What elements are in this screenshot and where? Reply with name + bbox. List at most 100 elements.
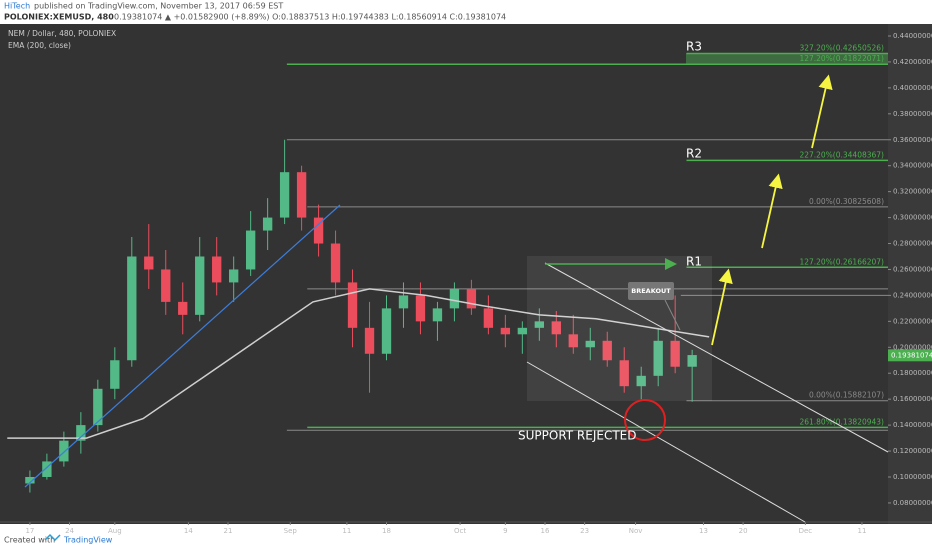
published: published on TradingView.com, November 1… [34, 2, 283, 11]
x-tick-label: Nov [629, 527, 643, 535]
x-tick-label: 23 [580, 527, 589, 535]
candle-body [245, 230, 256, 270]
y-tick-label: 0.44000000 [893, 32, 932, 40]
candle-body [653, 340, 663, 376]
r3-label: R3 [686, 40, 702, 54]
support-label: SUPPORT REJECTED [518, 429, 637, 443]
price-axis [888, 24, 932, 524]
plot-background [0, 24, 932, 524]
candle-body [364, 327, 375, 354]
chart-title: NEM / Dollar, 480, POLONIEX [8, 29, 116, 38]
candle-body [449, 288, 460, 309]
candle-body [483, 308, 494, 328]
trendline [24, 204, 341, 488]
candle-body [517, 327, 528, 335]
candle-body [212, 256, 222, 283]
candle-body [93, 388, 103, 426]
candle-body [25, 476, 35, 484]
ema-line [7, 288, 710, 439]
candle-body [262, 217, 273, 231]
y-tick-label: 0.28000000 [893, 240, 932, 248]
x-tick-label: 13 [699, 527, 708, 535]
y-tick-label: 0.18000000 [893, 369, 932, 377]
y-tick-label: 0.10000000 [893, 473, 932, 481]
y-tick-label: 0.40000000 [893, 84, 932, 92]
candle-body [670, 340, 680, 367]
candle-body [585, 340, 595, 348]
candle-body [466, 288, 477, 309]
last-price-box [888, 349, 932, 362]
candle-body [602, 340, 612, 361]
symbol: POLONIEX:XEMUSD, 480 [4, 13, 114, 22]
footer-brand: TradingView [63, 536, 113, 545]
candle-body [296, 172, 307, 218]
r3-zone [686, 53, 888, 64]
candle-body [398, 295, 409, 309]
level-label: 261.80%(0.13820943) [799, 417, 884, 426]
ema-legend: EMA (200, close) [8, 41, 71, 50]
candle-body [195, 256, 205, 315]
y-tick-label: 0.08000000 [893, 499, 932, 507]
last-price-label: 0.19381074 [891, 351, 932, 359]
r2-label: R2 [686, 147, 702, 161]
arrow [761, 173, 783, 249]
channel-upper [544, 262, 889, 453]
y-tick-label: 0.42000000 [893, 58, 932, 66]
candle-body [59, 440, 69, 462]
callout-box [628, 282, 674, 300]
x-tick-label: Aug [108, 527, 122, 535]
candle-body [687, 355, 697, 367]
y-tick-label: 0.16000000 [893, 395, 932, 403]
candle-body [551, 321, 561, 335]
callout-pointer [664, 299, 681, 331]
level-label: 0.00%(0.15882107) [809, 391, 884, 400]
quote: 0.19381074 ▲ +0.01582900 (+8.89%) O:0.18… [114, 13, 506, 22]
candle-body [76, 425, 86, 441]
y-tick-label: 0.32000000 [893, 188, 932, 196]
y-tick-label: 0.22000000 [893, 317, 932, 325]
author: HiTech [4, 2, 30, 11]
x-tick-label: Dec [799, 527, 813, 535]
candle-body [144, 256, 154, 270]
range-box [527, 256, 712, 401]
candle-body [161, 269, 171, 302]
y-tick-label: 0.30000000 [893, 214, 932, 222]
candle-body [636, 375, 646, 387]
candle-body [279, 172, 290, 218]
candle-body [347, 282, 358, 328]
y-tick-label: 0.24000000 [893, 291, 932, 299]
candle-body [127, 256, 137, 361]
x-tick-label: 24 [65, 527, 74, 535]
channel-lower [526, 361, 806, 523]
x-tick-label: Sep [284, 527, 298, 535]
level-label: 127.20%(0.26166207) [799, 257, 884, 266]
candle-body [568, 334, 578, 348]
y-tick-label: 0.26000000 [893, 265, 932, 273]
y-tick-label: 0.34000000 [893, 162, 932, 170]
x-tick-label: 21 [224, 527, 233, 535]
x-tick-label: 16 [541, 527, 550, 535]
candle-body [381, 308, 392, 354]
candle-body [534, 321, 544, 328]
candle-body [42, 461, 52, 477]
y-tick-label: 0.12000000 [893, 447, 932, 455]
breakout-label: BREAKOUT [631, 287, 671, 295]
level-label: 227.20%(0.34408367) [799, 150, 884, 159]
x-tick-label: 20 [739, 527, 748, 535]
support-circle [624, 399, 666, 441]
x-tick-label: 17 [25, 527, 34, 535]
y-tick-label: 0.14000000 [893, 421, 932, 429]
x-tick-label: 11 [858, 527, 867, 535]
arrow [811, 74, 833, 149]
r1-label: R1 [686, 255, 702, 269]
level-label: 0.00%(0.30825608) [809, 197, 884, 206]
candle-body [110, 360, 120, 389]
x-tick-label: 18 [382, 527, 391, 535]
level-label: 327.20%(0.42650526) [799, 43, 884, 52]
level-label: 127.20%(0.41822071) [799, 54, 884, 63]
candle-body [415, 295, 426, 322]
y-tick-label: 0.38000000 [893, 110, 932, 118]
logo [44, 533, 61, 542]
